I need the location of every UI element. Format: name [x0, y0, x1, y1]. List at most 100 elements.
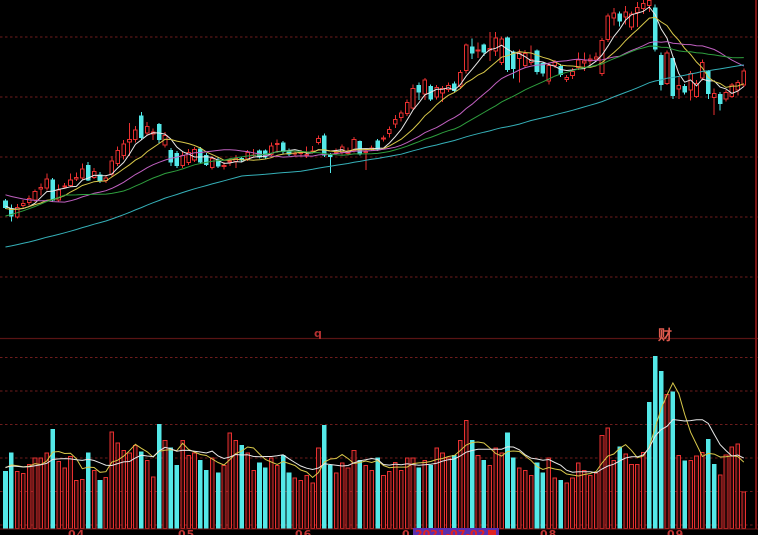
selected-date-box: 2021-07-02: [413, 528, 499, 535]
volume-bar: [298, 480, 304, 529]
volume-bar: [103, 477, 109, 529]
volume-bar: [487, 465, 493, 529]
candle-body-down: [328, 154, 333, 157]
candle-body-up: [635, 7, 640, 13]
date-box-marker-icon: [488, 530, 497, 535]
volume-bar: [369, 470, 374, 529]
candle-body-up: [180, 155, 185, 166]
volume-bar: [251, 470, 256, 529]
volume-bar: [546, 457, 552, 529]
candle-body-up: [664, 52, 670, 84]
volume-bar: [304, 475, 310, 529]
candle-body-down: [652, 7, 658, 50]
candle-body-up: [522, 53, 528, 66]
volume-bar: [333, 472, 339, 529]
volume-bar: [239, 445, 245, 529]
volume-bar: [475, 455, 481, 529]
volume-bar: [322, 425, 327, 529]
candle-body-up: [56, 189, 61, 201]
volume-bar: [617, 446, 623, 529]
candle-body-down: [156, 124, 162, 140]
volume-bar: [339, 462, 345, 529]
candle-body-down: [452, 83, 457, 91]
candle-body-down: [717, 93, 723, 104]
candle-body-up: [422, 79, 428, 95]
volume-bar: [357, 460, 363, 529]
candle-body-up: [115, 149, 121, 164]
volume-bar: [79, 479, 85, 529]
volume-bar: [150, 476, 156, 529]
candle-body-up: [274, 143, 280, 145]
candle-body-down: [286, 150, 292, 155]
volume-bar: [446, 457, 451, 529]
candle-body-up: [221, 164, 227, 168]
candle-body-down: [658, 54, 664, 85]
candle-body-up: [457, 72, 463, 88]
candle-body-down: [85, 165, 91, 181]
volume-bar: [139, 451, 144, 529]
volume-bar: [593, 472, 599, 529]
volume-bar: [115, 442, 121, 530]
month-label-08: 08: [540, 528, 558, 535]
candle-body-up: [398, 112, 404, 118]
volume-bar: [694, 455, 699, 529]
volume-bar: [245, 452, 250, 529]
candle-body-up: [44, 178, 50, 189]
candle-body-up: [32, 191, 38, 201]
volume-bar: [522, 470, 528, 529]
volume-bar: [292, 477, 298, 529]
volume-bar: [599, 435, 605, 529]
watermark-cai: 财: [658, 328, 672, 344]
volume-bar: [723, 454, 729, 530]
ma-line-MA5: [5, 6, 745, 210]
candle-body-up: [38, 187, 44, 190]
month-label-09: 09: [667, 528, 685, 535]
volume-bar: [528, 475, 534, 529]
candle-body-up: [576, 59, 581, 68]
candle-body-up: [363, 151, 369, 153]
volume-bar: [398, 470, 404, 529]
month-label-06: 06: [295, 528, 313, 535]
candle-body-up: [127, 139, 132, 143]
volume-bar: [688, 459, 693, 529]
volume-bar: [85, 452, 91, 529]
candle-body-up: [144, 126, 150, 134]
volume-bar: [576, 462, 581, 529]
candle-body-down: [198, 148, 203, 163]
volume-bar: [310, 482, 315, 529]
volume-bar: [280, 455, 286, 529]
candle-body-up: [304, 154, 310, 156]
candle-body-down: [215, 159, 221, 167]
volume-bar: [711, 464, 717, 529]
candle-body-up: [564, 77, 569, 81]
candle-body-down: [617, 13, 623, 22]
candle-body-up: [351, 139, 357, 151]
candle-body-down: [9, 208, 14, 217]
candle-body-down: [469, 46, 475, 54]
candle-body-up: [493, 37, 498, 52]
candle-body-up: [605, 15, 611, 40]
volume-bar: [375, 457, 380, 529]
candle-body-down: [174, 153, 180, 166]
candle-body-up: [593, 56, 599, 60]
volume-bar: [392, 462, 398, 529]
candle-body-up: [463, 44, 469, 72]
volume-bar: [587, 475, 593, 529]
candle-body-up: [268, 145, 274, 156]
candle-body-down: [357, 141, 363, 155]
volume-bar: [428, 465, 434, 529]
volume-bar: [552, 477, 558, 529]
candle-body-up: [741, 70, 747, 86]
volume-bar: [700, 452, 705, 529]
volume-bar: [162, 440, 168, 529]
volume-bar: [623, 453, 628, 530]
volume-bar: [345, 467, 351, 529]
candle-body-down: [416, 85, 422, 93]
volume-bar: [581, 470, 587, 529]
volume-bar: [517, 467, 522, 529]
volume-bar: [540, 472, 546, 529]
volume-bar: [422, 460, 428, 529]
candle-body-down: [168, 149, 174, 163]
candle-body-up: [62, 185, 67, 188]
